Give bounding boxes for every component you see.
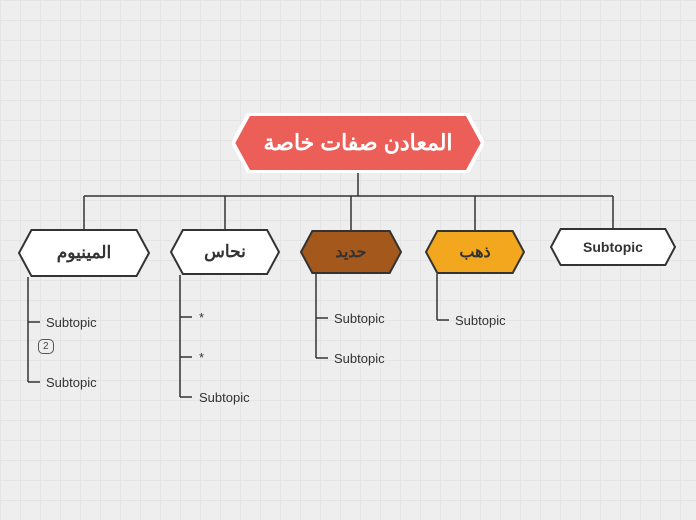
badge-aluminum: 2	[38, 339, 54, 354]
sub-copper-1: *	[199, 350, 204, 365]
sub-aluminum-1: Subtopic	[46, 375, 97, 390]
child-node-subtopic-label: Subtopic	[583, 239, 643, 255]
sub-aluminum-0: Subtopic	[46, 315, 97, 330]
child-node-aluminum: المينيوم	[18, 229, 150, 277]
child-node-gold: ذهب	[425, 230, 525, 274]
sub-copper-2: Subtopic	[199, 390, 250, 405]
sub-gold-0: Subtopic	[455, 313, 506, 328]
child-node-iron: حديد	[300, 230, 402, 274]
sub-iron-1: Subtopic	[334, 351, 385, 366]
child-node-copper: نحاس	[170, 229, 280, 275]
root-node: المعادن صفات خاصة	[232, 113, 484, 173]
child-node-copper-label: نحاس	[204, 242, 246, 262]
child-node-subtopic: Subtopic	[550, 228, 676, 266]
child-node-aluminum-label: المينيوم	[57, 243, 111, 263]
child-node-gold-label: ذهب	[459, 242, 490, 262]
sub-iron-0: Subtopic	[334, 311, 385, 326]
child-node-iron-label: حديد	[335, 242, 366, 262]
root-node-label: المعادن صفات خاصة	[263, 130, 452, 156]
sub-copper-0: *	[199, 310, 204, 325]
